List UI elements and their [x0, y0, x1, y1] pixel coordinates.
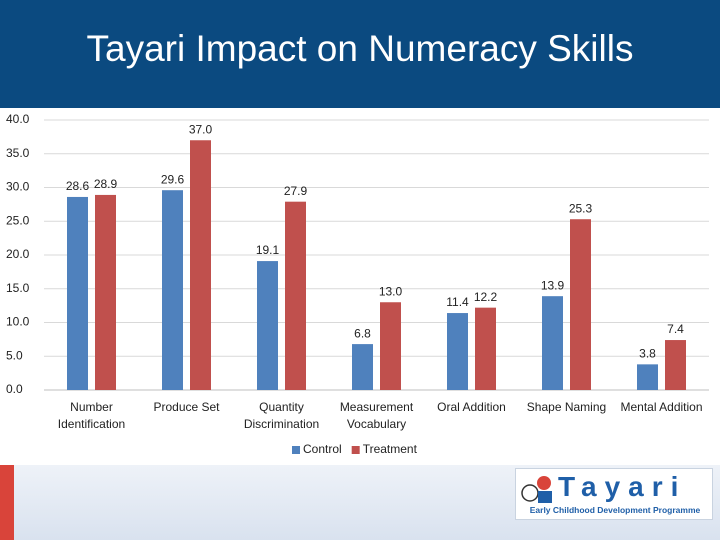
y-tick-label: 15.0: [6, 281, 30, 295]
bar: [95, 194, 116, 390]
y-tick-label: 40.0: [6, 112, 30, 126]
y-tick-label: 0.0: [6, 382, 23, 396]
bar: [257, 261, 278, 390]
logo-name: Tayari: [558, 471, 687, 502]
legend-swatch: [292, 446, 300, 454]
value-label: 28.6: [66, 179, 90, 193]
value-label: 12.2: [474, 290, 498, 304]
value-label: 25.3: [569, 201, 593, 215]
header-band: [0, 0, 720, 108]
value-label: 27.9: [284, 184, 308, 198]
value-label: 19.1: [256, 243, 280, 257]
legend-label: Treatment: [363, 442, 418, 456]
bar: [637, 364, 658, 390]
value-label: 28.9: [94, 177, 118, 191]
x-tick-label: Mental Addition: [620, 400, 703, 414]
logo-subtitle: Early Childhood Development Programme: [529, 505, 701, 515]
y-tick-label: 35.0: [6, 146, 30, 160]
value-label: 3.8: [639, 347, 656, 361]
value-label: 6.8: [354, 326, 371, 340]
y-tick-label: 30.0: [6, 180, 30, 194]
x-tick-label: Oral Addition: [437, 400, 506, 414]
y-tick-label: 25.0: [6, 213, 30, 227]
bar: [352, 344, 373, 390]
x-tick-label: Measurement Vocabulary: [339, 400, 414, 431]
bar: [570, 219, 591, 390]
footer-strip: [0, 465, 14, 540]
value-label: 13.0: [379, 284, 403, 298]
bar: [67, 196, 88, 390]
x-tick-label: Quantity Discrimination: [243, 400, 320, 431]
x-tick-label: Shape Naming: [526, 400, 607, 414]
value-label: 37.0: [189, 122, 213, 136]
bar: [190, 140, 211, 390]
bar: [542, 296, 563, 390]
x-tick-label: Number Identification: [57, 400, 126, 431]
value-label: 13.9: [541, 278, 565, 292]
value-label: 11.4: [446, 295, 469, 309]
bar: [447, 313, 468, 390]
bar: [475, 307, 496, 390]
y-tick-label: 20.0: [6, 247, 30, 261]
x-tick-label: Produce Set: [153, 400, 220, 414]
chart: 0.0 5.0 10.0 15.0 20.0 25.0 30.0 35.0 40.0 28.6 28…: [6, 112, 709, 456]
logo-icon: [521, 476, 552, 503]
bar: [162, 190, 183, 390]
y-tick-label: 5.0: [6, 348, 23, 362]
chart-title: Tayari Impact on Numeracy Skills: [86, 28, 634, 69]
legend-label: Control: [303, 442, 342, 456]
value-label: 29.6: [161, 172, 185, 186]
bar: [380, 302, 401, 390]
y-tick-label: 10.0: [6, 315, 30, 329]
logo: Tayari Early Childhood Development Progr…: [515, 468, 713, 520]
legend-swatch: [351, 446, 360, 454]
bar: [665, 340, 686, 390]
value-label: 7.4: [667, 322, 684, 336]
bar: [285, 201, 306, 390]
